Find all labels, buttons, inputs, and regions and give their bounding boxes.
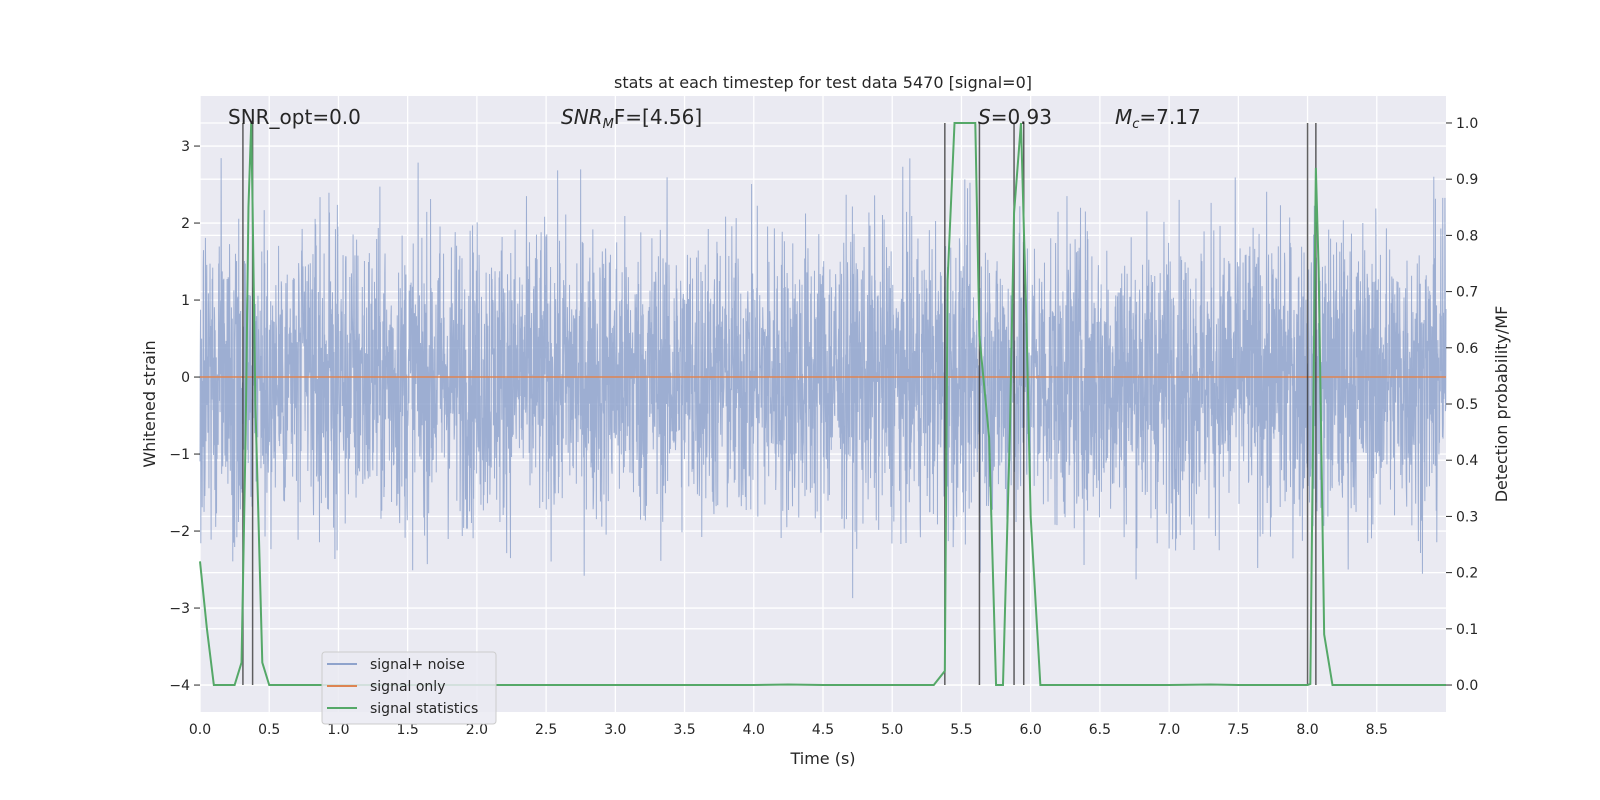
annotation-mc-symbol: M [1115, 105, 1132, 129]
y-tick-label-left: −2 [169, 524, 190, 540]
x-axis-ticks: 0.0 0.5 1.0 1.5 2.0 2.5 3.0 3.5 4.0 4.5 5.0 5.5 6.0 6… [189, 722, 1388, 738]
y-axis-left-label: Whitened strain [140, 340, 159, 467]
annotation-s: S=0.93 [978, 105, 1052, 129]
y-tick-label-left: 1 [181, 293, 190, 309]
y-tick-label-right: 0.2 [1456, 566, 1478, 582]
legend: signal+ noise signal only signal statist… [321, 651, 497, 725]
x-tick-label: 6.5 [1089, 722, 1111, 738]
x-tick-label: 0.0 [189, 722, 211, 738]
chart-title: stats at each timestep for test data 547… [614, 73, 1032, 92]
x-tick-label: 3.0 [604, 722, 626, 738]
x-tick-label: 0.5 [258, 722, 280, 738]
annotation-s-symbol: S [978, 105, 991, 129]
y-tick-label-right: 0.1 [1456, 622, 1478, 638]
y-tick-label-left: −1 [169, 447, 190, 463]
y-tick-label-left: −4 [169, 678, 190, 694]
signal-noise-trace [199, 158, 1447, 599]
y-tick-label-right: 0.6 [1456, 341, 1478, 357]
x-tick-label: 6.0 [1020, 722, 1042, 738]
x-tick-label: 5.5 [950, 722, 972, 738]
noise-path [199, 158, 1447, 599]
annotation-snr-mf-tail: F=[4.56] [614, 105, 702, 129]
y-axis-right-ticks: 1.0 0.9 0.8 0.7 0.6 0.5 0.4 0.3 0.2 0.1 0.0 [1446, 116, 1478, 694]
y-tick-label-right: 0.3 [1456, 509, 1478, 525]
annotation-snr-mf: SNRMF=[4.56] [561, 105, 702, 132]
legend-label-signal-only: signal only [370, 679, 445, 695]
x-tick-label: 1.0 [327, 722, 349, 738]
legend-label-signal-noise: signal+ noise [370, 657, 465, 673]
x-tick-label: 1.5 [397, 722, 419, 738]
x-tick-label: 7.0 [1158, 722, 1180, 738]
x-tick-label: 2.0 [466, 722, 488, 738]
x-axis-label: Time (s) [789, 749, 855, 768]
legend-box [321, 651, 497, 725]
annotation-snr-mf-base: SNR [561, 105, 603, 129]
x-tick-label: 4.0 [743, 722, 765, 738]
legend-label-signal-statistics: signal statistics [370, 701, 478, 717]
signal-statistics-trace [199, 121, 1446, 687]
x-tick-label: 8.0 [1296, 722, 1318, 738]
x-tick-label: 7.5 [1227, 722, 1249, 738]
annotation-mc: Mc=7.17 [1115, 105, 1201, 132]
y-tick-label-left: 3 [181, 139, 190, 155]
y-tick-label-right: 1.0 [1456, 116, 1478, 132]
x-tick-label: 4.5 [812, 722, 834, 738]
y-tick-label-right: 0.4 [1456, 453, 1478, 469]
x-tick-label: 5.0 [881, 722, 903, 738]
annotation-snr-opt: SNR_opt=0.0 [228, 105, 361, 129]
y-tick-label-right: 0.0 [1456, 678, 1478, 694]
annotation-mc-sub: c [1132, 117, 1139, 132]
x-tick-label: 3.5 [673, 722, 695, 738]
y-tick-label-left: 2 [181, 216, 190, 232]
x-tick-label: 8.5 [1366, 722, 1388, 738]
annotation-s-value: =0.93 [991, 105, 1052, 129]
annotation-mc-value: =7.17 [1139, 105, 1200, 129]
y-axis-left-ticks: 3 2 1 0 −1 −2 −3 −4 [169, 139, 200, 694]
y-tick-label-right: 0.8 [1456, 228, 1478, 244]
annotation-snr-mf-sub: M [603, 117, 614, 132]
y-tick-label-right: 0.9 [1456, 172, 1478, 188]
signal-statistics-path [199, 121, 1446, 687]
y-tick-label-right: 0.5 [1456, 397, 1478, 413]
y-axis-right-label: Detection probability/MF [1492, 306, 1511, 503]
y-tick-label-left: −3 [169, 601, 190, 617]
y-tick-label-left: 0 [181, 370, 190, 386]
x-tick-label: 2.5 [535, 722, 557, 738]
y-tick-label-right: 0.7 [1456, 285, 1478, 301]
